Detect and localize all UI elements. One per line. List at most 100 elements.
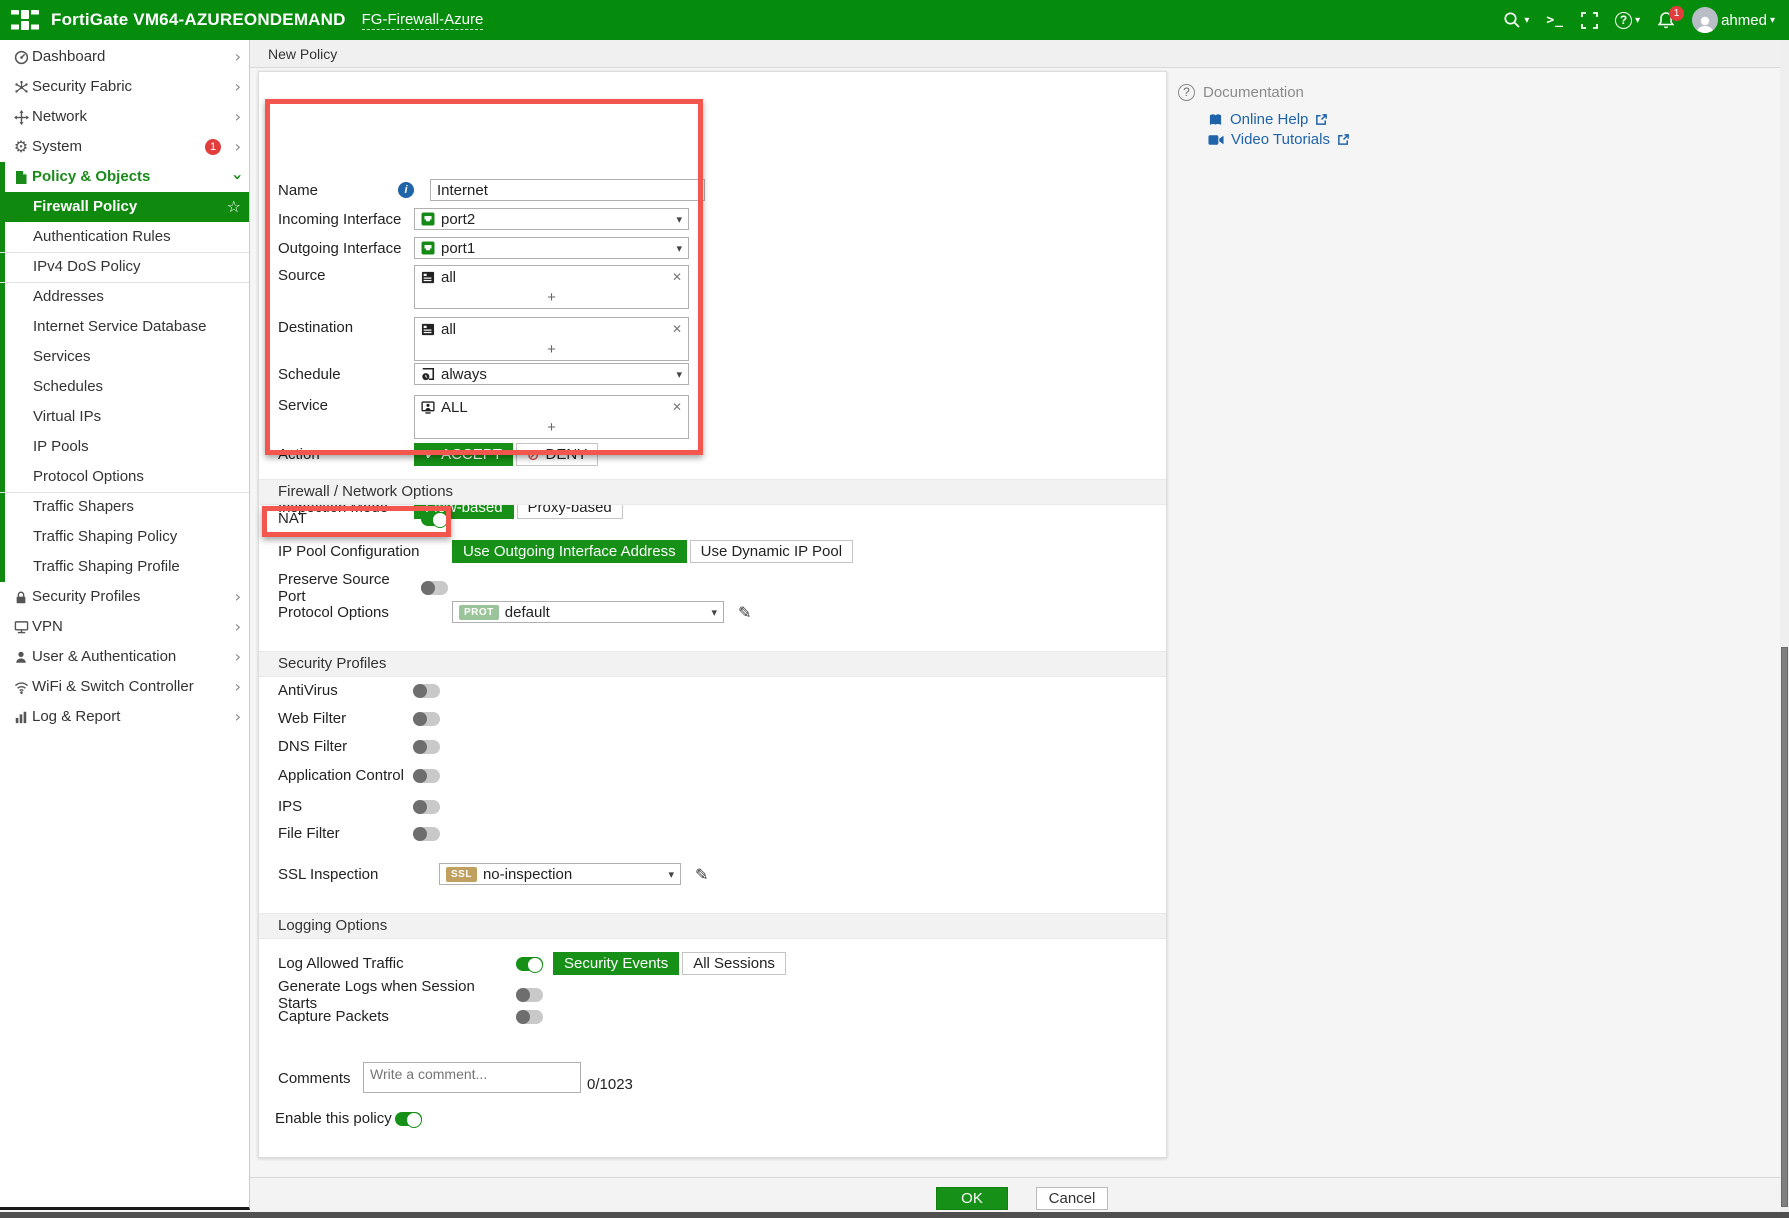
- name-label: Name: [278, 181, 319, 199]
- sidebar-item-dashboard[interactable]: Dashboard ›: [0, 42, 249, 72]
- sidebar-item-traffic-shaping-profile[interactable]: Traffic Shaping Profile: [33, 558, 180, 575]
- ip-pool-label: IP Pool Configuration: [278, 543, 420, 560]
- sidebar-item-schedules[interactable]: Schedules: [33, 378, 104, 395]
- sidebar-item-vpn[interactable]: VPN ›: [0, 612, 249, 642]
- protocol-options-select[interactable]: PROT default ▾: [452, 601, 724, 623]
- fullscreen-button[interactable]: [1581, 11, 1598, 29]
- cancel-button[interactable]: Cancel: [1036, 1187, 1108, 1210]
- sidebar-item-services[interactable]: Services: [33, 348, 91, 365]
- user-icon: [10, 650, 32, 664]
- destination-entry[interactable]: all ✕: [415, 318, 688, 340]
- vdom-selector[interactable]: FG-Firewall-Azure: [361, 10, 484, 30]
- edit-protocol-options-icon[interactable]: ✎: [738, 602, 752, 622]
- web-filter-label: Web Filter: [278, 710, 347, 727]
- add-destination-button[interactable]: +: [547, 341, 556, 358]
- nat-toggle[interactable]: [421, 511, 448, 528]
- generate-logs-row: Generate Logs when Session Starts: [278, 978, 543, 1012]
- protocol-options-row: Protocol Options PROT default ▾ ✎: [278, 601, 751, 623]
- sidebar-item-protocol-options[interactable]: Protocol Options: [33, 468, 144, 485]
- web-filter-toggle[interactable]: [413, 711, 440, 726]
- sidebar-item-security-fabric[interactable]: Security Fabric ›: [0, 72, 249, 102]
- search-icon: [1504, 12, 1520, 28]
- enable-policy-label: Enable this policy: [275, 1110, 392, 1127]
- remove-service-icon[interactable]: ✕: [671, 400, 682, 414]
- file-filter-row: File Filter: [278, 825, 440, 842]
- sidebar-item-virtual-ips[interactable]: Virtual IPs: [33, 408, 102, 425]
- sidebar-item-internet-service-database[interactable]: Internet Service Database: [33, 318, 207, 335]
- user-menu[interactable]: ahmed ▾: [1692, 7, 1775, 33]
- incoming-interface-select[interactable]: port2 ▾: [414, 208, 689, 230]
- ssl-inspection-select[interactable]: SSL no-inspection ▾: [439, 863, 681, 885]
- ok-button[interactable]: OK: [936, 1187, 1008, 1210]
- outgoing-interface-select[interactable]: port1 ▾: [414, 237, 689, 259]
- wifi-icon: [10, 681, 32, 694]
- file-filter-toggle[interactable]: [413, 826, 440, 841]
- add-source-button[interactable]: +: [547, 289, 556, 306]
- generate-logs-toggle[interactable]: [516, 988, 543, 1002]
- name-row: Name i: [278, 179, 705, 201]
- sidebar-item-log-report[interactable]: Log & Report ›: [0, 702, 249, 732]
- name-input[interactable]: [430, 179, 705, 201]
- nat-label: NAT: [278, 510, 307, 527]
- horizontal-scrollbar[interactable]: [0, 1212, 1789, 1218]
- sidebar-item-traffic-shaping-policy[interactable]: Traffic Shaping Policy: [33, 528, 178, 545]
- cli-console-button[interactable]: >_: [1546, 12, 1565, 28]
- source-entry[interactable]: all ✕: [415, 266, 688, 288]
- ips-toggle[interactable]: [413, 799, 440, 814]
- favorite-star-icon[interactable]: ☆: [226, 197, 241, 216]
- dns-filter-toggle[interactable]: [413, 739, 440, 754]
- sidebar-item-authentication-rules[interactable]: Authentication Rules: [33, 228, 171, 245]
- log-security-events-button[interactable]: Security Events: [553, 952, 680, 975]
- application-control-toggle[interactable]: [413, 768, 440, 783]
- open-section-accent: [0, 162, 5, 582]
- sidebar-item-traffic-shapers[interactable]: Traffic Shapers: [0, 492, 249, 522]
- sidebar-item-security-profiles[interactable]: Security Profiles ›: [0, 582, 249, 612]
- search-button[interactable]: ▾: [1503, 11, 1529, 29]
- fabric-icon: [10, 80, 32, 95]
- edit-ssl-inspection-icon[interactable]: ✎: [695, 864, 709, 884]
- ip-pool-outgoing-button[interactable]: Use Outgoing Interface Address: [452, 540, 687, 563]
- service-entry[interactable]: ALL ✕: [415, 396, 688, 418]
- prot-badge: PROT: [459, 604, 499, 620]
- capture-packets-toggle[interactable]: [516, 1009, 543, 1024]
- sidebar-item-ip-pools[interactable]: IP Pools: [33, 438, 89, 455]
- deny-icon: ⊘: [526, 445, 540, 464]
- video-tutorials-link[interactable]: Video Tutorials: [1208, 130, 1438, 149]
- ip-pool-row: IP Pool Configuration Use Outgoing Inter…: [278, 540, 854, 563]
- source-row: Source all ✕ +: [278, 265, 689, 309]
- action-deny-button[interactable]: ⊘ DENY: [515, 443, 599, 466]
- remove-source-icon[interactable]: ✕: [671, 270, 682, 284]
- action-accept-button[interactable]: ✔ ACCEPT: [414, 443, 513, 466]
- ip-pool-dynamic-button[interactable]: Use Dynamic IP Pool: [689, 540, 854, 563]
- log-allowed-traffic-toggle[interactable]: [516, 956, 543, 973]
- sidebar-item-network[interactable]: Network ›: [0, 102, 249, 132]
- comments-input[interactable]: [363, 1062, 581, 1093]
- online-help-link[interactable]: Online Help: [1208, 110, 1438, 129]
- schedule-select[interactable]: always ▾: [414, 363, 689, 385]
- vertical-scrollbar-track[interactable]: [1780, 40, 1789, 1212]
- footer-bar: OK Cancel: [250, 1177, 1789, 1212]
- web-filter-row: Web Filter: [278, 710, 440, 727]
- address-icon: [421, 271, 435, 283]
- sidebar-item-addresses[interactable]: Addresses: [0, 282, 249, 312]
- action-label: Action: [278, 446, 320, 463]
- vertical-scrollbar-thumb[interactable]: [1781, 647, 1788, 1207]
- remove-destination-icon[interactable]: ✕: [671, 322, 682, 336]
- sidebar-item-ipv4-dos-policy[interactable]: IPv4 DoS Policy: [0, 252, 249, 282]
- sidebar-item-wifi-switch-controller[interactable]: WiFi & Switch Controller ›: [0, 672, 249, 702]
- sidebar-item-user-authentication[interactable]: User & Authentication ›: [0, 642, 249, 672]
- service-box: ALL ✕ +: [414, 395, 689, 439]
- enable-policy-toggle[interactable]: [395, 1111, 422, 1128]
- sidebar-item-policy-objects[interactable]: Policy & Objects ›: [0, 162, 249, 192]
- security-profiles-header: Security Profiles: [259, 651, 1166, 677]
- add-service-button[interactable]: +: [547, 419, 556, 436]
- antivirus-toggle[interactable]: [413, 683, 440, 698]
- sidebar-item-firewall-policy[interactable]: Firewall Policy ☆: [5, 192, 249, 222]
- preserve-source-port-toggle[interactable]: [421, 581, 448, 595]
- comments-label: Comments: [278, 1070, 351, 1087]
- notifications-button[interactable]: 1: [1657, 5, 1685, 30]
- external-link-icon: [1338, 134, 1349, 145]
- help-button[interactable]: ? ▾: [1615, 11, 1640, 29]
- sidebar-item-system[interactable]: ⚙ System 1 ›: [0, 132, 249, 162]
- log-all-sessions-button[interactable]: All Sessions: [682, 952, 786, 975]
